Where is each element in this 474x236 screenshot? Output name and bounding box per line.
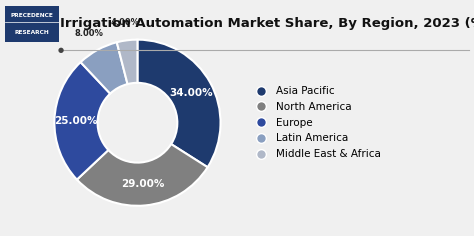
Text: 29.00%: 29.00%	[121, 179, 165, 189]
Wedge shape	[117, 40, 137, 84]
Wedge shape	[137, 40, 220, 167]
Text: ●: ●	[58, 46, 64, 53]
Wedge shape	[77, 144, 208, 206]
Text: RESEARCH: RESEARCH	[15, 30, 49, 35]
Text: Irrigation Automation Market Share, By Region, 2023 (%): Irrigation Automation Market Share, By R…	[60, 17, 474, 30]
Wedge shape	[55, 62, 110, 180]
Wedge shape	[81, 42, 128, 94]
Text: 8.00%: 8.00%	[74, 30, 103, 38]
Text: 34.00%: 34.00%	[170, 88, 213, 98]
Text: 25.00%: 25.00%	[54, 116, 98, 126]
Text: PRECEDENCE: PRECEDENCE	[10, 13, 54, 17]
Text: 4.00%: 4.00%	[110, 18, 139, 27]
Legend: Asia Pacific, North America, Europe, Latin America, Middle East & Africa: Asia Pacific, North America, Europe, Lat…	[251, 86, 381, 159]
